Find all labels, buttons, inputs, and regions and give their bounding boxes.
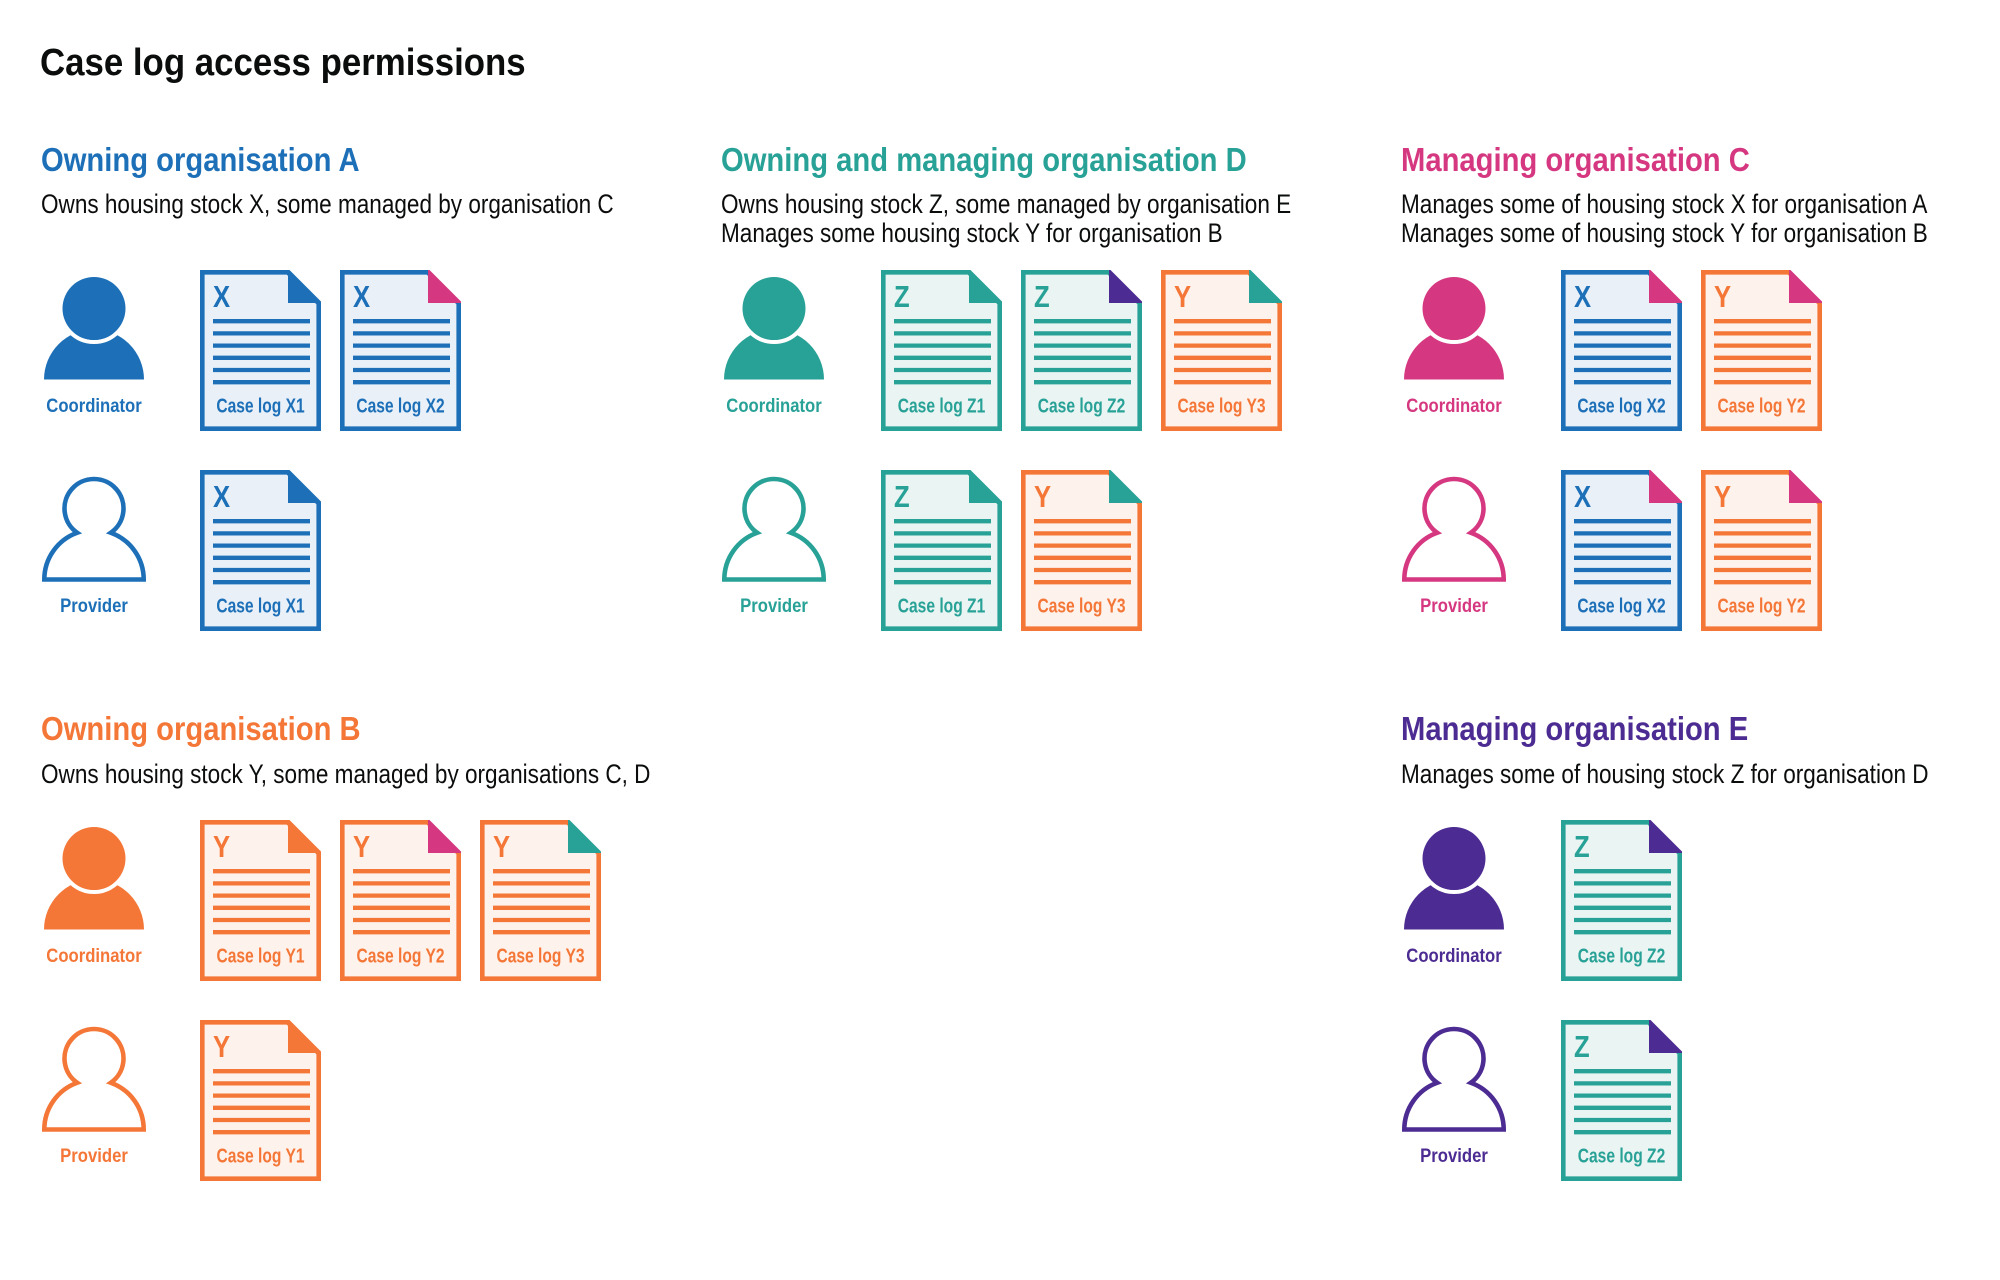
svg-text:X: X [353,280,370,315]
svg-text:Case log Y1: Case log Y1 [216,1145,304,1167]
svg-text:Case log X1: Case log X1 [216,395,304,417]
svg-text:Y: Y [1714,280,1731,315]
svg-text:Y: Y [1174,280,1191,315]
svg-text:X: X [213,280,230,315]
svg-text:Y: Y [493,830,510,865]
svg-text:Case log X2: Case log X2 [356,395,444,417]
svg-text:Y: Y [1714,480,1731,515]
svg-text:Z: Z [894,280,910,315]
svg-text:Y: Y [213,830,230,865]
svg-text:Case log Z2: Case log Z2 [1578,945,1666,967]
svg-text:Case log Y2: Case log Y2 [1717,395,1805,417]
svg-text:Y: Y [353,830,370,865]
svg-text:Case log Y1: Case log Y1 [216,945,304,967]
svg-text:Z: Z [1574,1030,1590,1065]
svg-text:Case log Z1: Case log Z1 [898,595,986,617]
svg-text:X: X [1574,280,1591,315]
svg-text:Y: Y [1034,480,1051,515]
svg-text:Z: Z [1574,830,1590,865]
svg-text:Y: Y [213,1030,230,1065]
svg-text:Case log Z2: Case log Z2 [1578,1145,1666,1167]
svg-text:Case log X1: Case log X1 [216,595,304,617]
svg-text:Case log Y2: Case log Y2 [1717,595,1805,617]
svg-text:Case log Y3: Case log Y3 [1037,595,1125,617]
svg-text:X: X [213,480,230,515]
svg-text:Z: Z [894,480,910,515]
svg-text:Case log X2: Case log X2 [1577,395,1665,417]
svg-text:X: X [1574,480,1591,515]
svg-text:Case log Y2: Case log Y2 [356,945,444,967]
svg-text:Case log X2: Case log X2 [1577,595,1665,617]
svg-text:Case log Z2: Case log Z2 [1038,395,1126,417]
svg-text:Case log Z1: Case log Z1 [898,395,986,417]
svg-text:Case log Y3: Case log Y3 [1177,395,1265,417]
svg-text:Z: Z [1034,280,1050,315]
svg-text:Case log Y3: Case log Y3 [496,945,584,967]
